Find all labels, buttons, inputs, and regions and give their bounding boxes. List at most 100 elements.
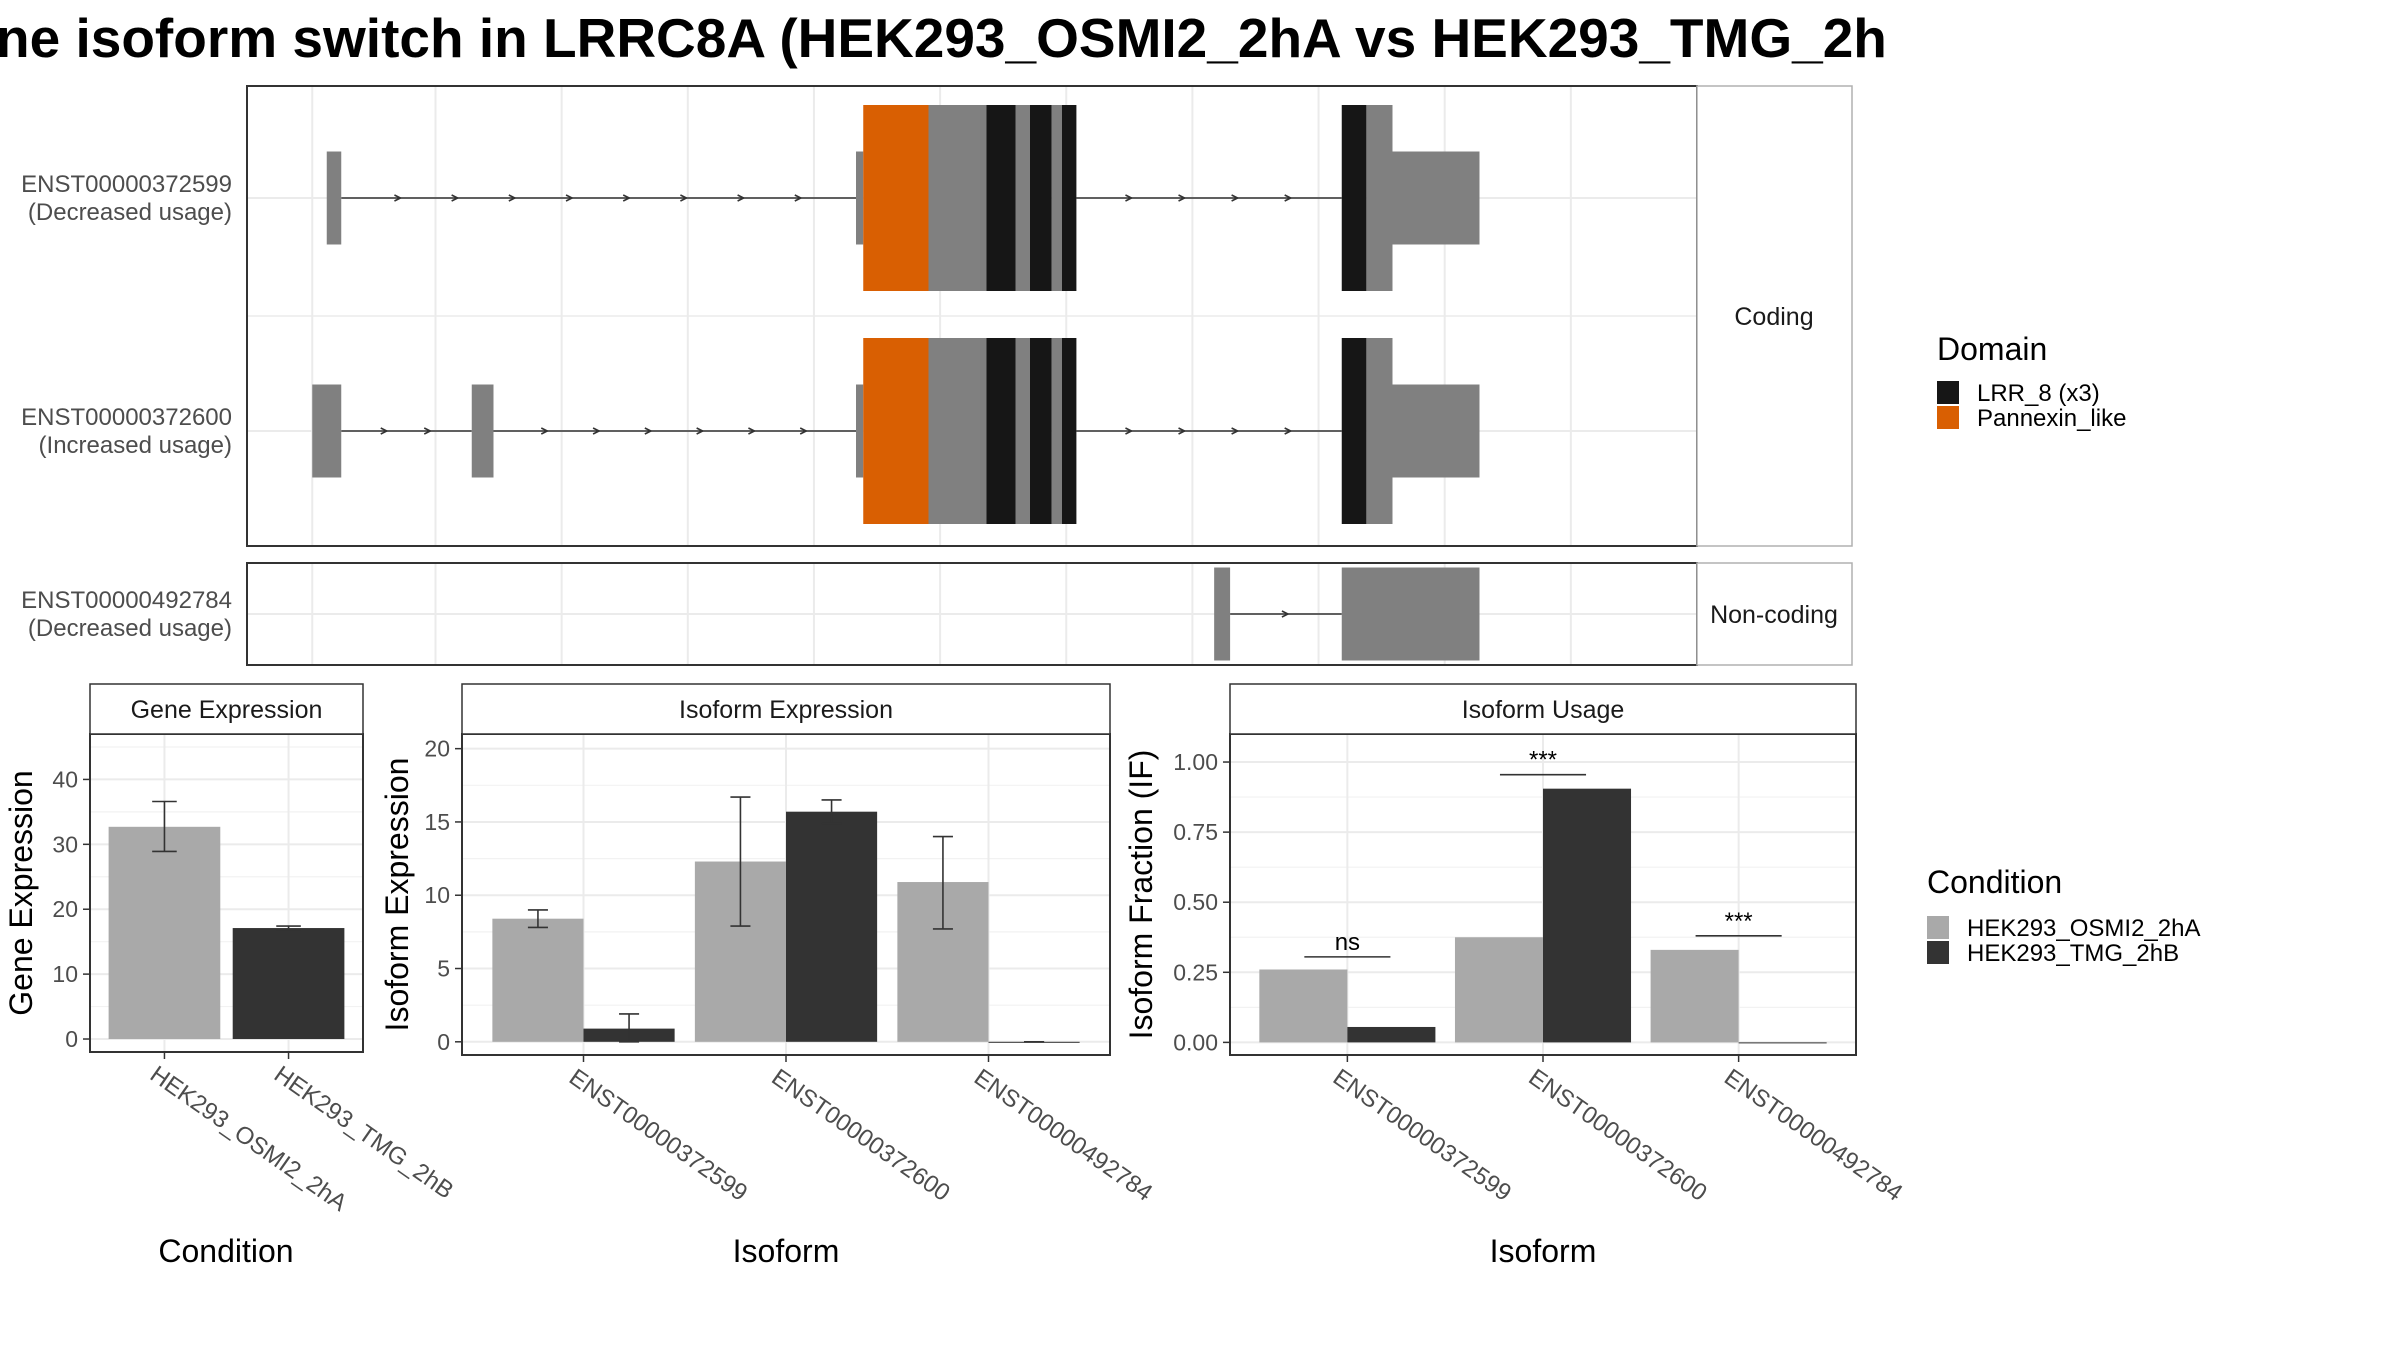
intron-arrow <box>451 194 460 202</box>
facet-strip-label: Coding <box>1734 303 1813 331</box>
y-tick-label: 0.00 <box>1173 1029 1218 1055</box>
exon-block <box>1030 105 1052 291</box>
x-axis-title: Isoform <box>1490 1233 1597 1269</box>
y-tick-label: 0 <box>437 1029 450 1055</box>
significance-label: ns <box>1335 929 1360 956</box>
transcript-status-label: (Decreased usage) <box>28 615 232 642</box>
y-tick-label: 0.50 <box>1173 889 1218 915</box>
panel-strip-title: Gene Expression <box>131 696 323 724</box>
condition-legend-label: HEK293_OSMI2_2hA <box>1967 915 2200 942</box>
x-tick-label: ENST00000372600 <box>767 1064 955 1207</box>
bar-panel: 0 5 10 15 20 ENST00000372599 ENST00000372600 EN… <box>379 683 1157 1269</box>
condition-legend-title: Condition <box>1927 864 2062 900</box>
condition-legend-swatch <box>1927 941 1949 964</box>
y-tick-label: 0 <box>65 1026 78 1052</box>
structure-facet: ENST00000372599(Decreased usage)ENST0000… <box>21 85 1853 547</box>
domain-legend-label: Pannexin_like <box>1977 405 2126 432</box>
exon-block <box>1366 105 1393 291</box>
bar <box>108 826 221 1040</box>
exon-block <box>326 151 342 245</box>
exon-block <box>1366 338 1393 524</box>
exon-block <box>863 338 929 524</box>
exon-block <box>1392 384 1480 478</box>
exon-block <box>1392 151 1480 245</box>
intron-arrow <box>1231 427 1240 435</box>
intron-arrow <box>1284 427 1293 435</box>
facet-strip-label: Non-coding <box>1710 601 1838 629</box>
transcript-status-label: (Decreased usage) <box>28 199 232 226</box>
x-tick-label: HEK293_OSMI2_2hA <box>145 1061 352 1217</box>
intron-arrow <box>794 194 803 202</box>
panel-strip <box>89 683 364 735</box>
exon-block <box>1030 338 1052 524</box>
transcript-row: ENST00000372600(Increased usage) <box>21 338 1480 524</box>
exon-block <box>1015 105 1030 291</box>
y-axis-title: Isoform Fraction (IF) <box>1123 750 1159 1040</box>
x-tick-label: ENST00000492784 <box>1719 1064 1907 1207</box>
y-tick-label: 5 <box>437 956 450 982</box>
exon-block <box>1061 105 1077 291</box>
condition-legend-label: HEK293_TMG_2hB <box>1967 940 2179 967</box>
intron-arrow <box>696 427 705 435</box>
bar <box>1347 1026 1436 1043</box>
exon-block <box>1015 338 1030 524</box>
bar-panel: 0.00 0.25 0.50 0.75 1.00 ns *** *** ENST00000372… <box>1123 683 1907 1269</box>
exon-block <box>1051 105 1062 291</box>
bar <box>492 918 584 1042</box>
exon-block <box>856 151 864 245</box>
x-tick-label: ENST00000492784 <box>969 1064 1157 1207</box>
intron-arrow <box>1284 194 1293 202</box>
y-tick-label: 10 <box>424 882 450 908</box>
exon-block <box>1214 567 1231 661</box>
bar <box>786 811 878 1042</box>
exon-block <box>1341 105 1367 291</box>
intron-arrow <box>592 427 601 435</box>
bar <box>1454 937 1543 1043</box>
facet-strip <box>1696 562 1853 666</box>
x-axis-title: Isoform <box>733 1233 840 1269</box>
domain-legend: Domain LRR_8 (x3)Pannexin_like <box>1937 331 2126 432</box>
bar-panel: 010203040HEK293_OSMI2_2hAHEK293_TMG_2hBG… <box>3 683 458 1269</box>
exon-block <box>928 105 987 291</box>
x-tick-label: ENST00000372600 <box>1524 1064 1712 1207</box>
panel-strip-title: Isoform Expression <box>679 696 893 724</box>
exon-block <box>312 384 342 478</box>
y-tick-label: 0.25 <box>1173 959 1218 985</box>
facet-strip <box>1696 85 1853 547</box>
y-axis-title: Gene Expression <box>3 770 39 1015</box>
exon-block <box>1341 567 1480 661</box>
exon-block <box>986 105 1016 291</box>
exon-block <box>863 105 929 291</box>
domain-legend-swatch <box>1937 406 1959 429</box>
domain-legend-label: LRR_8 (x3) <box>1977 380 2100 407</box>
figure-title: ne isoform switch in LRRC8A (HEK293_OSMI… <box>0 7 1887 69</box>
y-tick-label: 1.00 <box>1173 749 1218 775</box>
intron-arrow <box>508 194 517 202</box>
intron-arrow <box>680 194 689 202</box>
exon-block <box>1341 338 1367 524</box>
domain-legend-swatch <box>1937 381 1959 404</box>
exon-block <box>928 338 987 524</box>
bar <box>1259 969 1348 1043</box>
transcript-structure-panel: ENST00000372599(Decreased usage)ENST0000… <box>21 85 1853 666</box>
condition-legend-swatch <box>1927 916 1949 939</box>
intron-arrow <box>1125 427 1134 435</box>
bar <box>232 928 345 1040</box>
intron-arrow <box>1281 610 1290 618</box>
exon-block <box>986 338 1016 524</box>
y-tick-label: 20 <box>424 736 450 762</box>
significance-label: *** <box>1529 747 1557 774</box>
panel-strip <box>461 683 1111 735</box>
intron-arrow <box>1231 194 1240 202</box>
bar <box>1543 788 1632 1043</box>
transcript-row: ENST00000492784(Decreased usage) <box>21 567 1480 661</box>
y-tick-label: 0.75 <box>1173 819 1218 845</box>
significance-label: *** <box>1725 908 1753 935</box>
y-axis-title: Isoform Expression <box>379 758 415 1032</box>
intron-arrow <box>1178 427 1187 435</box>
intron-arrow <box>799 427 809 435</box>
y-tick-label: 40 <box>52 766 78 792</box>
y-tick-label: 10 <box>52 961 78 987</box>
